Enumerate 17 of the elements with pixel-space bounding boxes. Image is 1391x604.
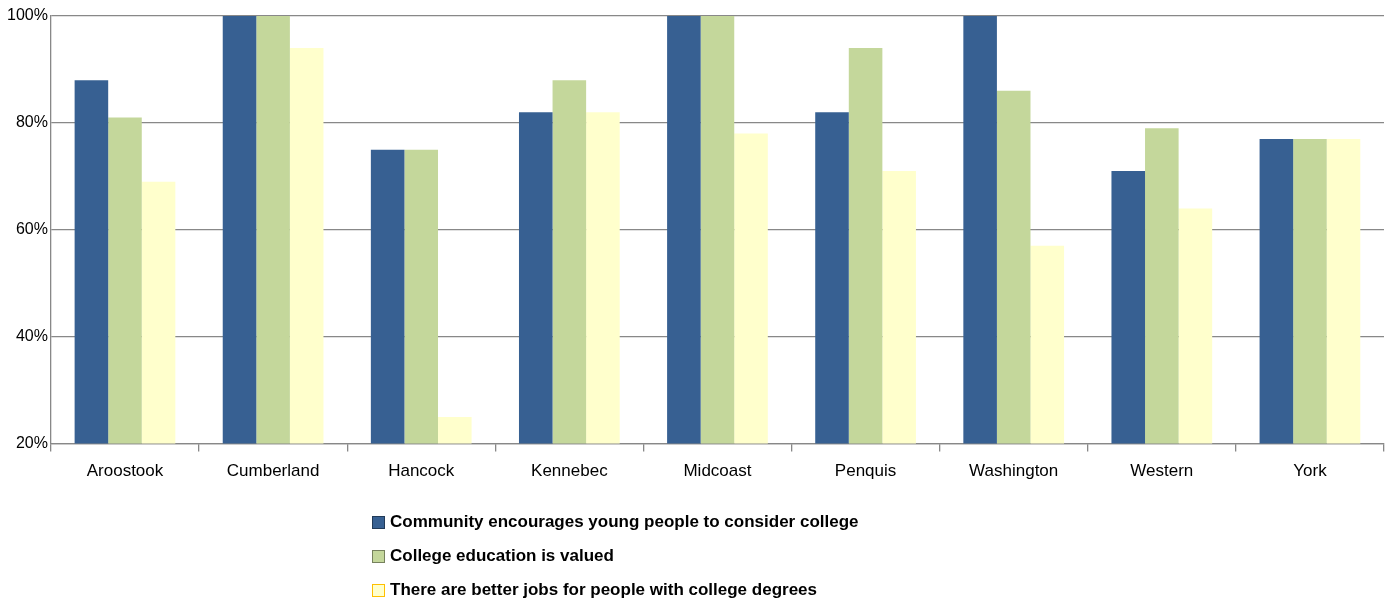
- x-tick-label: York: [1293, 461, 1328, 481]
- x-tick-label: Western: [1130, 461, 1194, 481]
- x-tick-label: Midcoast: [683, 461, 752, 481]
- x-tick-label: Cumberland: [226, 461, 320, 481]
- y-tick-label: 20%: [15, 434, 48, 452]
- y-tick-label: 60%: [15, 220, 48, 238]
- x-tick-label: Penquis: [834, 461, 897, 481]
- x-tick-label: Hancock: [388, 461, 455, 481]
- y-tick-label: 80%: [15, 113, 48, 131]
- x-tick-label: Washington: [969, 461, 1059, 481]
- legend-label: Community encourages young people to consider college: [390, 512, 859, 532]
- legend-label: College education is valued: [390, 546, 614, 566]
- x-tick-label: Aroostook: [86, 461, 164, 481]
- y-tick-label: 40%: [15, 327, 48, 345]
- legend-label: There are better jobs for people with college degrees: [390, 580, 818, 600]
- x-tick-label: Kennebec: [531, 461, 609, 481]
- y-tick-label: 100%: [7, 6, 48, 24]
